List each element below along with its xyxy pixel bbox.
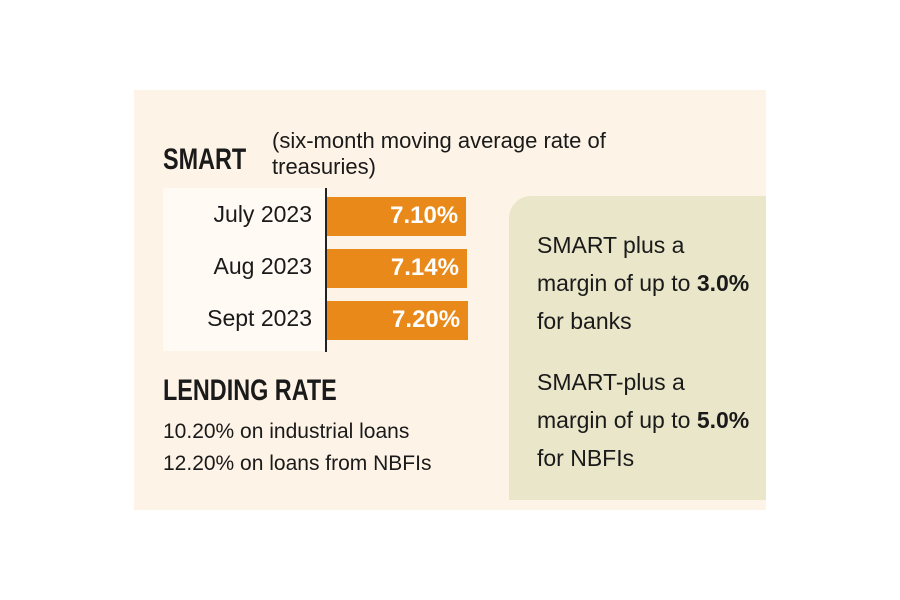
- category-label: July 2023: [213, 201, 312, 227]
- lending-rate-title: LENDING RATE: [163, 374, 337, 407]
- bar-value-label: 7.14%: [390, 254, 459, 281]
- bar: [327, 301, 469, 340]
- lending-line: 10.20% on industrial loans: [163, 420, 410, 443]
- axis-line: [325, 188, 327, 352]
- note-text: for banks: [537, 308, 632, 334]
- note-rate: 3.0%: [696, 270, 750, 296]
- bar: [327, 249, 467, 288]
- bar-value-label: 7.10%: [390, 202, 459, 229]
- bar-value-label: 7.20%: [392, 306, 461, 333]
- bar: [327, 197, 467, 236]
- chart-title: SMART: [163, 143, 247, 176]
- category-label: Aug 2023: [213, 253, 312, 279]
- margin-notes-panel: [509, 196, 766, 500]
- margin-note-nbfis: SMART-plus a margin of up to 5.0% for NB…: [537, 363, 757, 477]
- note-text: for NBFIs: [537, 445, 635, 471]
- note-text: SMART-plus a margin of up to: [537, 369, 697, 433]
- margin-note-banks: SMART plus a margin of up to 3.0% for ba…: [537, 226, 757, 340]
- note-rate: 5.0%: [696, 407, 750, 433]
- note-text: SMART plus a margin of up to: [537, 232, 697, 296]
- category-label-area: [163, 188, 326, 351]
- chart-subtitle: (six-month moving average rate of treasu…: [272, 128, 606, 179]
- category-label: Sept 2023: [207, 305, 312, 331]
- lending-line: 12.20% on loans from NBFIs: [163, 452, 432, 475]
